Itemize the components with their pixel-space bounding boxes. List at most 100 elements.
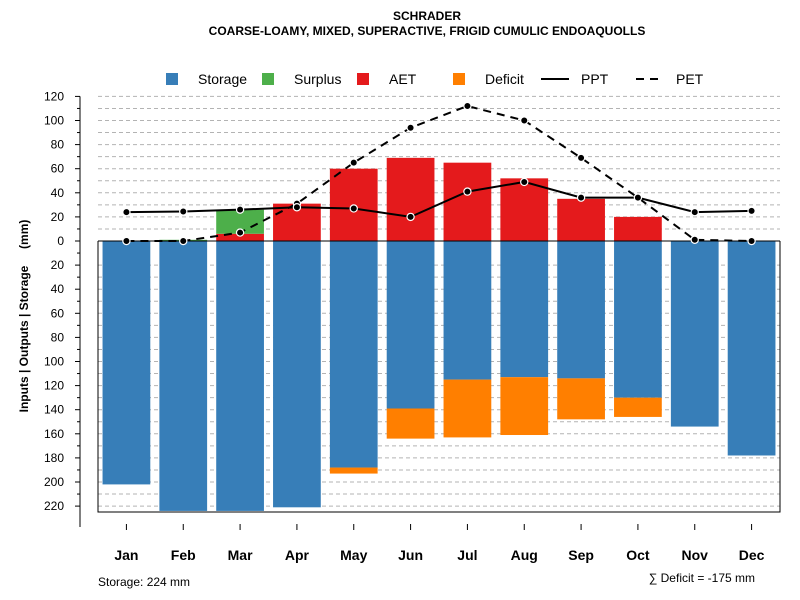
legend: Storage Surplus AET Deficit PPT PET bbox=[166, 71, 704, 87]
deficit-bar-sep bbox=[557, 378, 605, 420]
storage-bar-feb bbox=[159, 241, 208, 511]
deficit-bar-oct bbox=[614, 397, 662, 417]
pet-line bbox=[126, 104, 752, 242]
aet-bar-aug bbox=[500, 178, 549, 241]
x-tick-label-mar: Mar bbox=[228, 547, 253, 563]
y-tick-label: 40 bbox=[51, 282, 65, 296]
y-tick-label: 120 bbox=[44, 89, 64, 103]
pet-point-mar bbox=[235, 228, 245, 237]
aet-bar-jun bbox=[386, 157, 435, 241]
ppt-point-may bbox=[349, 204, 358, 213]
y-tick-label: 140 bbox=[44, 403, 64, 417]
pet-point-feb bbox=[179, 236, 188, 246]
y-tick-label: 20 bbox=[51, 210, 65, 224]
deficit-bar-may bbox=[329, 467, 378, 474]
ppt-point-jan bbox=[122, 207, 131, 217]
chart-title: SCHRADER bbox=[393, 9, 461, 23]
x-tick-label-aug: Aug bbox=[511, 547, 538, 563]
ppt-point-mar bbox=[235, 205, 245, 214]
pet-point-jun bbox=[406, 123, 415, 132]
footer-deficit: ∑ Deficit = -175 mm bbox=[649, 571, 755, 585]
pet-point-aug bbox=[520, 116, 529, 125]
storage-bar-mar bbox=[216, 241, 264, 511]
storage-bar-dec bbox=[727, 241, 776, 456]
storage-bar-apr bbox=[273, 241, 321, 508]
x-tick-label-sep: Sep bbox=[568, 547, 594, 563]
y-axis-label: Inputs | Outputs | Storage (mm) bbox=[17, 220, 31, 413]
y-tick-label: 20 bbox=[51, 258, 65, 272]
legend-label-aet: AET bbox=[389, 71, 417, 87]
ppt-point-aug bbox=[520, 177, 529, 187]
y-tick-label: 100 bbox=[44, 355, 64, 369]
aet-bar-mar bbox=[216, 233, 264, 241]
ppt-point-apr bbox=[292, 203, 302, 212]
aet-bar-jul bbox=[443, 162, 492, 241]
x-tick-label-apr: Apr bbox=[285, 547, 310, 563]
ppt-point-oct bbox=[633, 193, 643, 202]
aet-bar-oct bbox=[614, 216, 662, 241]
y-tick-label: 120 bbox=[44, 379, 64, 393]
y-tick-label: 200 bbox=[44, 475, 64, 489]
legend-swatch-aet bbox=[357, 73, 369, 85]
y-tick-label: 80 bbox=[51, 138, 65, 152]
x-tick-label-oct: Oct bbox=[626, 547, 650, 563]
legend-label-pet: PET bbox=[676, 71, 704, 87]
storage-bar-sep bbox=[557, 241, 605, 379]
legend-label-ppt: PPT bbox=[581, 71, 609, 87]
y-tick-label: 60 bbox=[51, 162, 65, 176]
x-tick-label-may: May bbox=[340, 547, 367, 563]
storage-bar-may bbox=[329, 241, 378, 468]
x-tick-label-jan: Jan bbox=[114, 547, 138, 563]
y-tick-label: 180 bbox=[44, 451, 64, 465]
y-tick-label: 220 bbox=[44, 499, 64, 513]
pet-point-dec bbox=[747, 236, 756, 246]
y-tick-label: 0 bbox=[57, 234, 64, 248]
pet-point-jan bbox=[122, 236, 131, 246]
x-tick-label-dec: Dec bbox=[739, 547, 765, 563]
legend-label-storage: Storage bbox=[198, 71, 247, 87]
ppt-point-jun bbox=[406, 212, 415, 222]
ppt-line bbox=[126, 180, 752, 218]
legend-label-surplus: Surplus bbox=[294, 71, 341, 87]
ppt-point-jul bbox=[463, 187, 472, 196]
chart-subtitle: COARSE-LOAMY, MIXED, SUPERACTIVE, FRIGID… bbox=[209, 24, 646, 38]
aet-bar-sep bbox=[557, 198, 605, 241]
y-tick-label: 60 bbox=[51, 306, 65, 320]
ppt-point-nov bbox=[690, 207, 699, 217]
x-tick-label-jun: Jun bbox=[398, 547, 423, 563]
storage-bar-jul bbox=[443, 241, 492, 380]
legend-swatch-surplus bbox=[262, 73, 274, 85]
legend-swatch-storage bbox=[166, 73, 178, 85]
storage-bar-aug bbox=[500, 241, 549, 378]
y-tick-label: 100 bbox=[44, 114, 64, 128]
pet-point-jul bbox=[463, 101, 472, 111]
legend-label-deficit: Deficit bbox=[485, 71, 524, 87]
plot-frame bbox=[97, 241, 781, 513]
deficit-bar-aug bbox=[500, 377, 549, 436]
footer-storage: Storage: 224 mm bbox=[98, 575, 190, 589]
x-tick-label-nov: Nov bbox=[682, 547, 709, 563]
ppt-point-dec bbox=[747, 206, 756, 216]
bars bbox=[98, 157, 780, 511]
ppt-point-sep bbox=[576, 193, 586, 202]
pet-point-sep bbox=[576, 153, 586, 163]
y-tick-label: 160 bbox=[44, 427, 64, 441]
pet-point-nov bbox=[690, 235, 699, 244]
gridlines bbox=[98, 95, 780, 507]
x-tick-label-jul: Jul bbox=[457, 547, 477, 563]
deficit-bar-jul bbox=[443, 379, 492, 438]
y-tick-label: 40 bbox=[51, 186, 65, 200]
ppt-point-feb bbox=[179, 207, 188, 216]
lines bbox=[122, 101, 756, 246]
storage-bar-oct bbox=[614, 241, 662, 398]
deficit-bar-jun bbox=[386, 408, 435, 439]
legend-swatch-deficit bbox=[453, 73, 465, 85]
storage-bar-jun bbox=[386, 241, 435, 409]
storage-bar-nov bbox=[670, 241, 719, 427]
axes: 1201008060402002040608010012014016018020… bbox=[44, 89, 781, 563]
pet-point-may bbox=[349, 158, 358, 167]
y-tick-label: 80 bbox=[51, 330, 65, 344]
storage-bar-jan bbox=[102, 241, 151, 485]
x-tick-label-feb: Feb bbox=[171, 547, 196, 563]
